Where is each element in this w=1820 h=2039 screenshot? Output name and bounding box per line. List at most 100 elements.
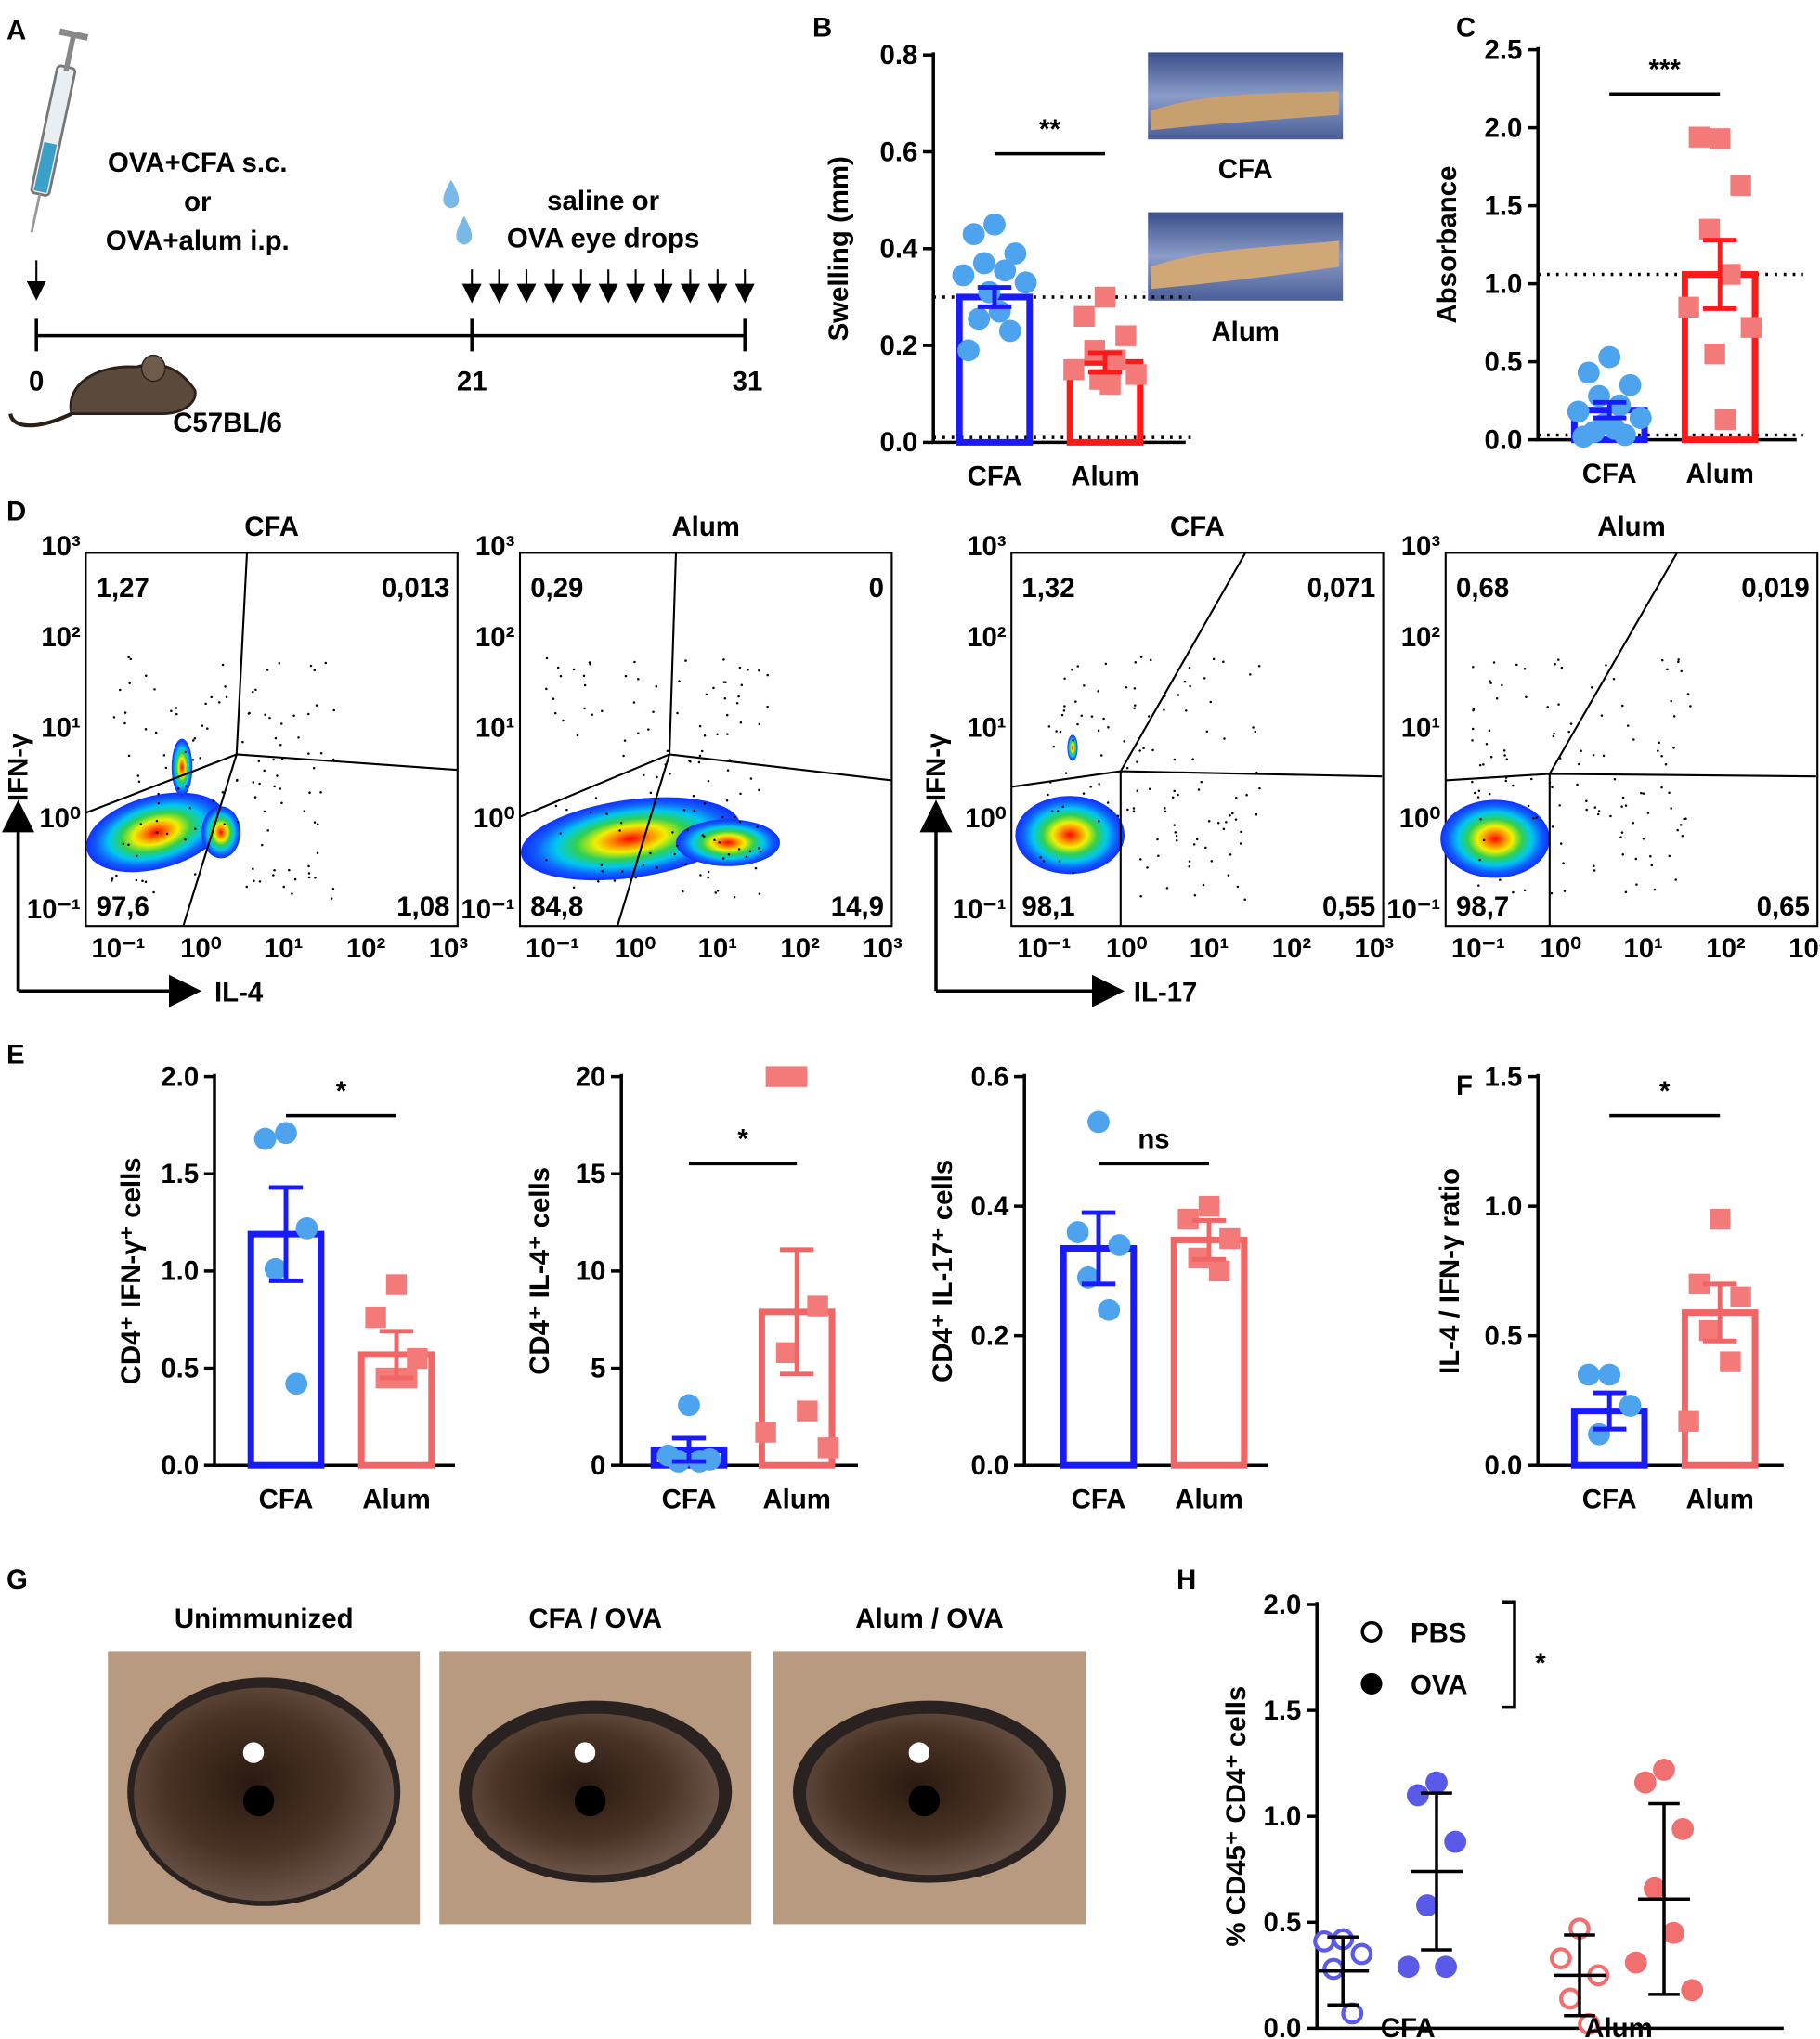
event-dot — [263, 810, 266, 813]
quadrant-value: 0,29 — [530, 573, 583, 604]
event-dot — [703, 802, 707, 805]
event-dot — [127, 754, 131, 758]
point — [1322, 1957, 1346, 1981]
event-dot — [1656, 749, 1659, 752]
event-dot — [1111, 810, 1113, 812]
event-dot — [110, 877, 114, 880]
event-dot — [217, 701, 221, 704]
event-dot — [1666, 668, 1669, 671]
point — [1566, 400, 1590, 423]
gate — [1445, 552, 1816, 927]
y-tick-label: 10⁻¹ — [461, 894, 514, 925]
event-dot — [332, 887, 335, 890]
event-dot — [144, 880, 148, 883]
y-tick-label: 0.6 — [971, 1061, 1009, 1092]
point — [1435, 1955, 1457, 1979]
point — [1073, 305, 1095, 328]
point — [1678, 296, 1699, 318]
y-tick-label: 10² — [1401, 622, 1441, 653]
point — [1614, 423, 1636, 447]
error-bar — [1702, 238, 1737, 311]
event-dot — [292, 714, 295, 718]
event-dot — [1600, 714, 1604, 717]
panel-label: E — [6, 1040, 25, 1071]
event-dot — [1100, 754, 1103, 757]
x-tick-label: CFA — [968, 461, 1022, 492]
x-tick-label: Alum — [1584, 2013, 1652, 2039]
event-dot — [1488, 792, 1491, 796]
event-dot — [1471, 727, 1475, 731]
point — [994, 259, 1017, 282]
event-dot — [559, 832, 562, 835]
x-tick-label: Alum — [1685, 1484, 1753, 1514]
event-dot — [1123, 740, 1125, 743]
point — [264, 1257, 287, 1280]
event-dot — [572, 886, 576, 890]
event-dot — [1580, 749, 1582, 753]
event-dot — [1185, 709, 1188, 712]
event-dot — [1677, 660, 1680, 664]
event-dot — [303, 810, 306, 812]
y-tick-label: 0.0 — [1485, 1450, 1523, 1481]
y-tick-label: 1.5 — [1264, 1695, 1302, 1726]
event-dot — [1202, 677, 1206, 680]
point — [755, 1422, 776, 1443]
mouse-icon — [8, 354, 197, 428]
event-dot — [135, 878, 138, 882]
event-dot — [1689, 705, 1692, 708]
event-dot — [766, 673, 770, 677]
event-dot — [1133, 687, 1137, 690]
event-dot — [176, 786, 180, 790]
event-dot — [128, 682, 131, 684]
event-dot — [1634, 857, 1638, 861]
event-dot — [1106, 801, 1110, 804]
y-tick-label: 2.0 — [1485, 112, 1523, 143]
event-dot — [1188, 865, 1191, 868]
day-label: 31 — [733, 366, 763, 396]
event-dot — [1471, 780, 1474, 784]
x-tick-label: CFA — [259, 1484, 314, 1514]
gate — [1011, 552, 1383, 927]
event-dot — [737, 848, 741, 851]
x-tick-label: 10² — [1272, 933, 1312, 964]
quadrant-value: 0,55 — [1322, 891, 1375, 922]
event-dot — [1650, 864, 1654, 867]
x-tick-label: 10⁰ — [615, 933, 656, 964]
event-dot — [1202, 883, 1205, 887]
event-dot — [1605, 664, 1607, 667]
event-dot — [236, 821, 240, 824]
event-dot — [693, 809, 696, 812]
event-dot — [682, 890, 684, 893]
event-dot — [718, 841, 722, 844]
event-dot — [1482, 838, 1486, 842]
event-dot — [1632, 822, 1635, 825]
event-dot — [1635, 883, 1638, 886]
event-dot — [266, 669, 269, 671]
point — [1618, 373, 1642, 396]
event-dot — [241, 740, 244, 744]
point — [1341, 2002, 1364, 2025]
y-tick-label: 0.0 — [1264, 2013, 1302, 2039]
error-bar — [1592, 399, 1627, 421]
syringe-icon — [30, 28, 89, 233]
error-bar — [1648, 1801, 1680, 1996]
event-dot — [1239, 842, 1242, 845]
significance: * — [737, 1124, 748, 1155]
event-dot — [1254, 730, 1257, 734]
event-dot — [1183, 680, 1187, 683]
event-dot — [572, 668, 576, 671]
event-dot — [1488, 729, 1491, 733]
point — [1572, 425, 1595, 448]
event-dot — [642, 863, 645, 866]
event-dot — [758, 669, 760, 672]
event-dot — [707, 779, 710, 783]
event-dot — [1227, 874, 1230, 877]
event-dot — [1063, 705, 1066, 708]
event-dot — [738, 666, 742, 669]
panel-label: D — [6, 496, 26, 526]
axis-title: Swelling (mm) — [824, 156, 854, 341]
event-dot — [1097, 729, 1100, 733]
point — [968, 307, 991, 331]
protocol-text: OVA+alum i.p. — [106, 226, 290, 256]
